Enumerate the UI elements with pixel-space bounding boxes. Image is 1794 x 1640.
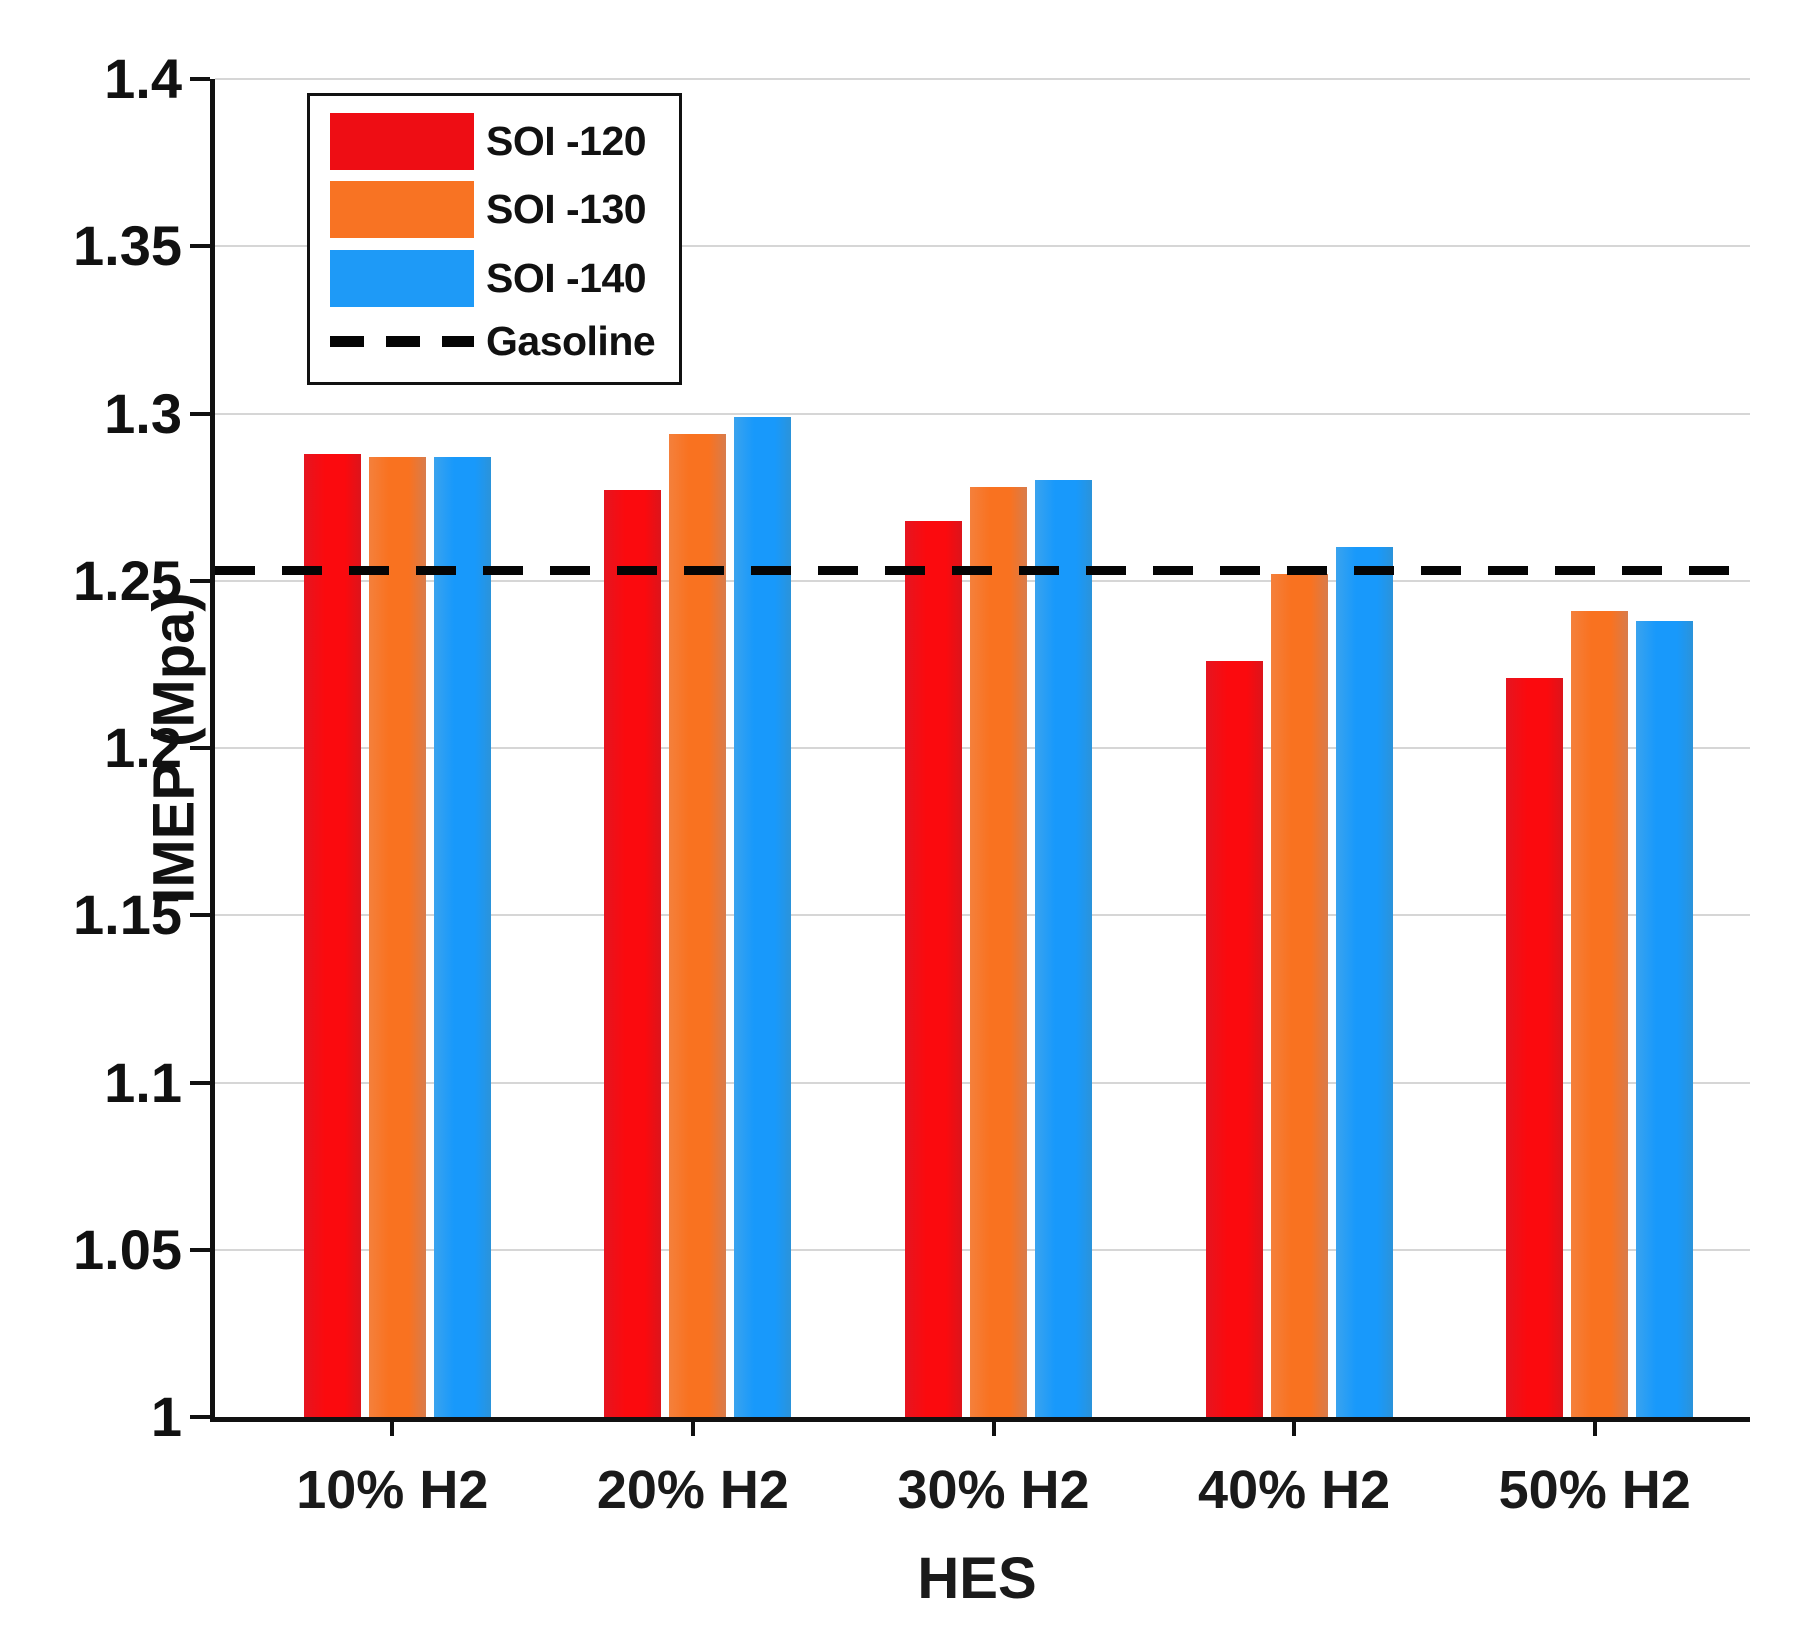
bar-soi-130-40%h2 xyxy=(1270,574,1328,1417)
y-tick-mark xyxy=(190,244,210,249)
bar-group xyxy=(604,416,792,1417)
x-tick-label: 10% H2 xyxy=(296,1460,489,1520)
bar-soi-130-20%h2 xyxy=(669,433,727,1417)
legend-swatch xyxy=(330,113,474,171)
y-tick-mark xyxy=(190,746,210,750)
bar-soi-120-30%h2 xyxy=(905,520,962,1417)
gridline xyxy=(215,78,1750,80)
bar-group xyxy=(1506,610,1694,1417)
bar-soi-140-10%h2 xyxy=(433,457,491,1417)
bar-soi-140-20%h2 xyxy=(734,416,792,1417)
legend: SOI -120 SOI -130 SOI -140 Gasoline xyxy=(307,93,682,385)
legend-swatch xyxy=(330,249,474,307)
bar-soi-130-10%h2 xyxy=(368,457,426,1417)
x-tick-mark xyxy=(991,1422,996,1436)
y-tick-label: 1 xyxy=(150,1385,182,1448)
legend-swatch xyxy=(330,181,474,239)
x-tick-label: 30% H2 xyxy=(897,1460,1090,1520)
y-tick-mark xyxy=(190,77,210,81)
legend-label: SOI -140 xyxy=(486,254,647,301)
legend-item: SOI -120 xyxy=(330,113,679,171)
y-tick-label: 1.25 xyxy=(73,548,182,612)
x-tick-mark xyxy=(1592,1422,1597,1436)
bar-group xyxy=(1205,547,1393,1417)
x-tick-label: 40% H2 xyxy=(1198,1460,1391,1520)
legend-item: SOI -140 xyxy=(330,249,679,307)
bar-group xyxy=(303,453,491,1417)
legend-item-gasoline: Gasoline xyxy=(330,318,679,365)
legend-item: SOI -130 xyxy=(330,181,679,239)
bar-soi-140-40%h2 xyxy=(1335,547,1393,1417)
y-tick-label: 1.35 xyxy=(73,214,182,278)
y-tick-label: 1.4 xyxy=(104,47,182,110)
y-tick-label: 1.2 xyxy=(104,716,182,779)
bar-soi-120-50%h2 xyxy=(1506,677,1564,1417)
x-axis-title: HES xyxy=(917,1546,1037,1611)
y-tick-mark xyxy=(190,1080,210,1085)
legend-label: Gasoline xyxy=(486,317,656,364)
gridline xyxy=(215,245,1750,248)
bar-soi-140-30%h2 xyxy=(1035,480,1092,1417)
x-tick-label: 50% H2 xyxy=(1498,1460,1691,1520)
y-tick-mark xyxy=(190,578,210,583)
x-tick-mark xyxy=(390,1422,395,1436)
bar-soi-130-30%h2 xyxy=(970,487,1027,1417)
plot-area: SOI -120 SOI -130 SOI -140 Gasoline xyxy=(210,78,1750,1422)
y-tick-mark xyxy=(190,411,210,416)
bar-soi-120-40%h2 xyxy=(1205,661,1263,1417)
y-tick-label: 1.05 xyxy=(73,1217,182,1281)
gasoline-reference-line xyxy=(215,565,1750,575)
legend-label: SOI -130 xyxy=(486,186,647,233)
y-tick-label: 1.1 xyxy=(104,1050,182,1114)
y-tick-mark xyxy=(190,1247,210,1252)
legend-label: SOI -120 xyxy=(486,118,647,165)
x-tick-label: 20% H2 xyxy=(596,1460,789,1520)
y-tick-label: 1.3 xyxy=(104,381,182,445)
bar-soi-120-20%h2 xyxy=(604,490,662,1417)
bar-soi-130-50%h2 xyxy=(1571,610,1629,1417)
bar-soi-140-50%h2 xyxy=(1636,620,1694,1417)
legend-dash-swatch xyxy=(330,335,474,347)
bar-soi-120-10%h2 xyxy=(303,453,361,1417)
bar-group xyxy=(905,480,1092,1417)
x-tick-mark xyxy=(1292,1422,1297,1436)
gridline xyxy=(215,412,1750,415)
y-tick-label: 1.15 xyxy=(73,883,182,947)
x-tick-mark xyxy=(690,1422,695,1436)
y-tick-mark xyxy=(190,1415,210,1419)
y-tick-mark xyxy=(190,913,210,918)
